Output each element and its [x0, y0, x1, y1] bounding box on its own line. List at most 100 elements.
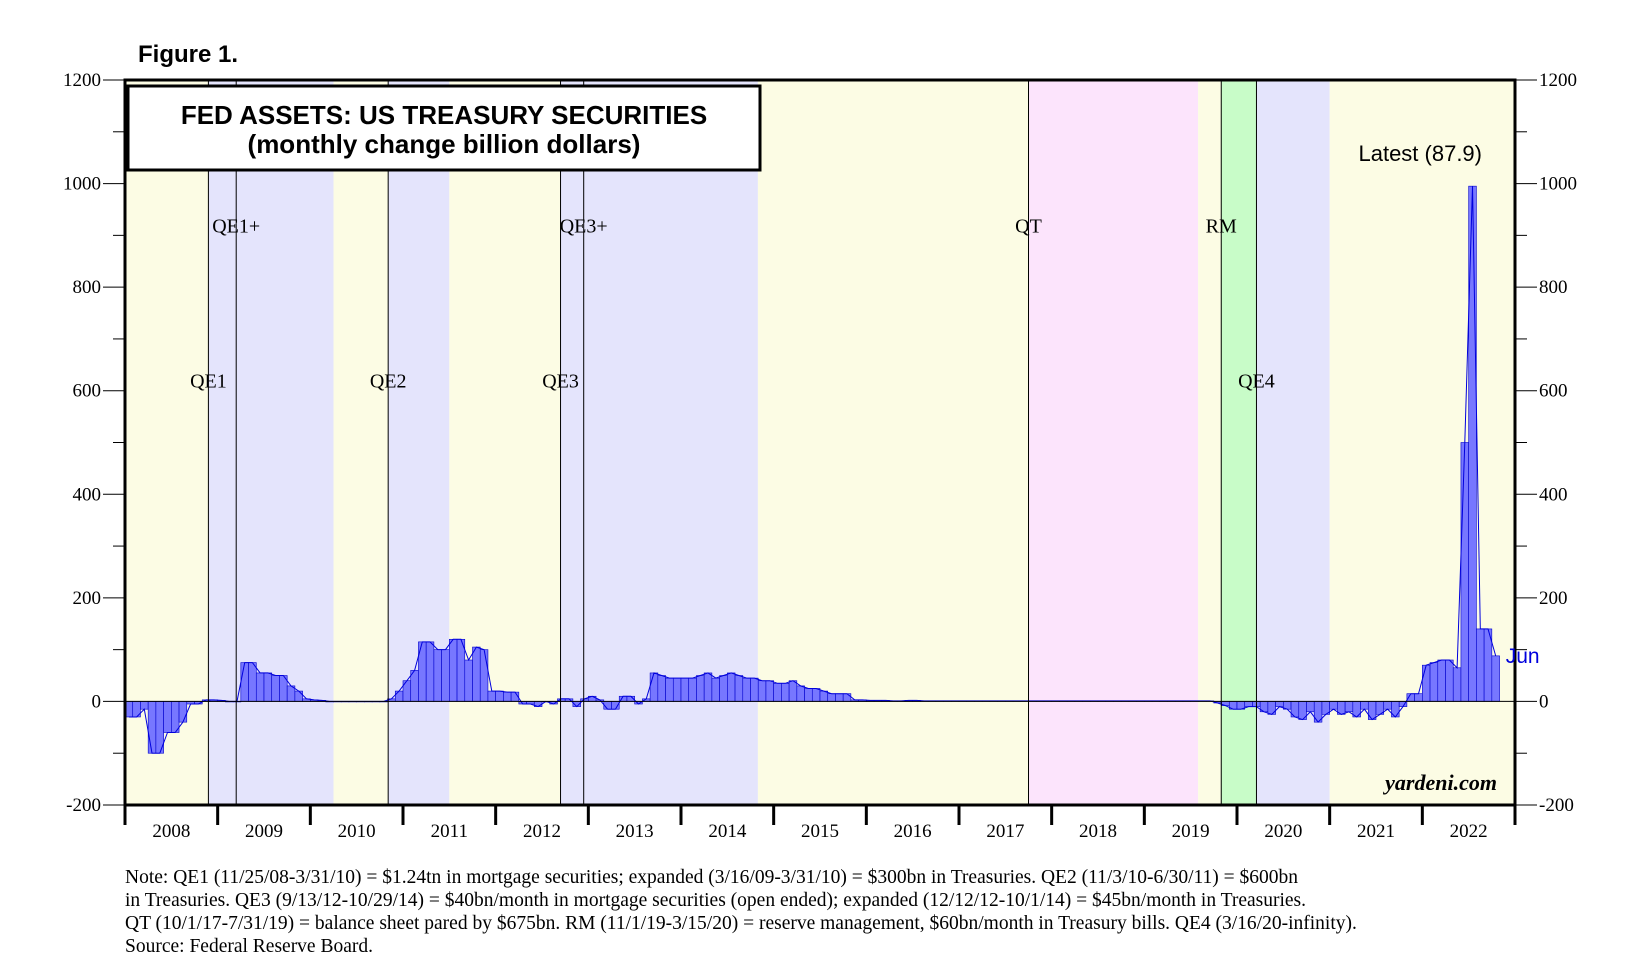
bar — [449, 638, 458, 702]
event-label: QE4 — [1238, 371, 1275, 393]
regime-band — [125, 80, 209, 805]
chart-title: FED ASSETS: US TREASURY SECURITIES — [181, 100, 707, 130]
chart-note: Note: QE1 (11/25/08-3/31/10) = $1.24tn i… — [125, 866, 1635, 958]
y-tick-label: 600 — [73, 381, 102, 402]
y-tick-label: 400 — [1539, 484, 1568, 505]
bar — [842, 693, 852, 702]
regime-band — [757, 80, 1029, 805]
bar — [672, 677, 682, 702]
bar — [178, 701, 188, 723]
y-tick-label: 1200 — [1539, 70, 1577, 91]
x-tick-label: 2019 — [1172, 821, 1210, 842]
y-tick-label: -200 — [66, 795, 101, 816]
y-axis-left: -200 0 200 400 600 800 1000 1200 — [63, 70, 125, 816]
bar — [248, 662, 257, 702]
bar — [680, 677, 690, 702]
x-tick-label: 2010 — [338, 821, 376, 842]
x-tick-label: 2008 — [152, 821, 190, 842]
bar — [1437, 659, 1446, 702]
bar — [394, 690, 404, 702]
y-tick-label: -200 — [1539, 795, 1574, 816]
bar — [464, 659, 473, 702]
bar — [1422, 664, 1431, 702]
regime-band — [1221, 80, 1257, 805]
y-tick-label: 800 — [73, 277, 102, 298]
latest-month-label: Jun — [1506, 645, 1540, 668]
y-tick-label: 800 — [1539, 277, 1568, 298]
y-tick-label: 0 — [1539, 691, 1549, 712]
bar — [742, 677, 751, 702]
event-label: RM — [1206, 215, 1237, 237]
bar — [781, 683, 790, 702]
bar — [657, 675, 666, 702]
x-axis: 2008 2009 2010 2011 2012 2013 2014 2015 2016 2017… — [123, 805, 1517, 842]
bar — [1267, 701, 1276, 715]
bar — [1244, 701, 1253, 707]
note-line: in Treasuries. QE3 (9/13/12-10/29/14) = … — [125, 890, 1307, 911]
bar — [1360, 701, 1369, 710]
bar — [425, 641, 435, 702]
y-axis-right: -200 0 200 400 600 800 1000 1200 — [1515, 70, 1577, 816]
bar — [1414, 693, 1423, 702]
bar — [819, 690, 829, 702]
x-tick-label: 2012 — [523, 821, 561, 842]
chart-canvas: QE1 QE1+ QE2 QE3 QE3+ QT RM QE4 -200 0 200 400 600 8… — [63, 41, 1577, 842]
regime-band — [1256, 80, 1330, 805]
regime-band — [1028, 80, 1199, 805]
x-tick-label: 2018 — [1079, 821, 1117, 842]
bar — [495, 690, 504, 702]
x-tick-label: 2017 — [986, 821, 1024, 842]
chart-title-box: FED ASSETS: US TREASURY SECURITIES (mont… — [126, 84, 762, 172]
bar — [750, 677, 759, 702]
bar — [773, 683, 782, 702]
bar — [827, 693, 836, 702]
bar — [263, 672, 273, 702]
bar — [734, 675, 744, 702]
bar — [757, 680, 767, 702]
y-tick-label: 400 — [73, 484, 102, 505]
bar — [649, 672, 659, 702]
bar — [1476, 628, 1485, 702]
bar — [1429, 662, 1439, 702]
bar — [140, 701, 149, 710]
x-tick-label: 2009 — [245, 821, 283, 842]
note-line: Note: QE1 (11/25/08-3/31/10) = $1.24tn i… — [125, 867, 1299, 888]
bar — [727, 672, 736, 702]
bar — [294, 690, 303, 702]
bar — [503, 691, 512, 702]
bar — [1452, 667, 1462, 702]
y-tick-label: 0 — [92, 691, 102, 712]
bar — [410, 670, 419, 702]
y-tick-label: 1000 — [1539, 174, 1577, 195]
event-label: QE2 — [370, 371, 407, 393]
bar — [1344, 701, 1354, 713]
bar — [696, 675, 705, 702]
bar — [711, 677, 720, 702]
bar — [472, 646, 481, 702]
regime-band — [1198, 80, 1222, 805]
bar — [441, 649, 450, 702]
x-tick-label: 2015 — [801, 821, 839, 842]
x-tick-label: 2014 — [708, 821, 747, 842]
note-line: QT (10/1/17-7/31/19) = balance sheet par… — [125, 913, 1357, 934]
bar — [1491, 655, 1500, 702]
bar — [255, 672, 265, 702]
bar — [1460, 442, 1469, 702]
bar — [147, 701, 157, 754]
y-tick-label: 200 — [73, 588, 102, 609]
chart-subtitle: (monthly change billion dollars) — [248, 129, 641, 159]
bar — [171, 701, 180, 733]
bar — [688, 677, 697, 702]
x-tick-label: 2020 — [1264, 821, 1302, 842]
bar — [811, 688, 821, 702]
bar — [487, 690, 496, 702]
bar — [665, 677, 674, 702]
x-tick-label: 2013 — [616, 821, 654, 842]
bar — [1383, 701, 1392, 710]
y-tick-label: 600 — [1539, 381, 1568, 402]
bar — [703, 672, 713, 702]
event-label: QE3+ — [560, 215, 608, 237]
bar — [765, 680, 774, 702]
y-tick-label: 1200 — [63, 70, 101, 91]
bar — [1306, 701, 1315, 713]
